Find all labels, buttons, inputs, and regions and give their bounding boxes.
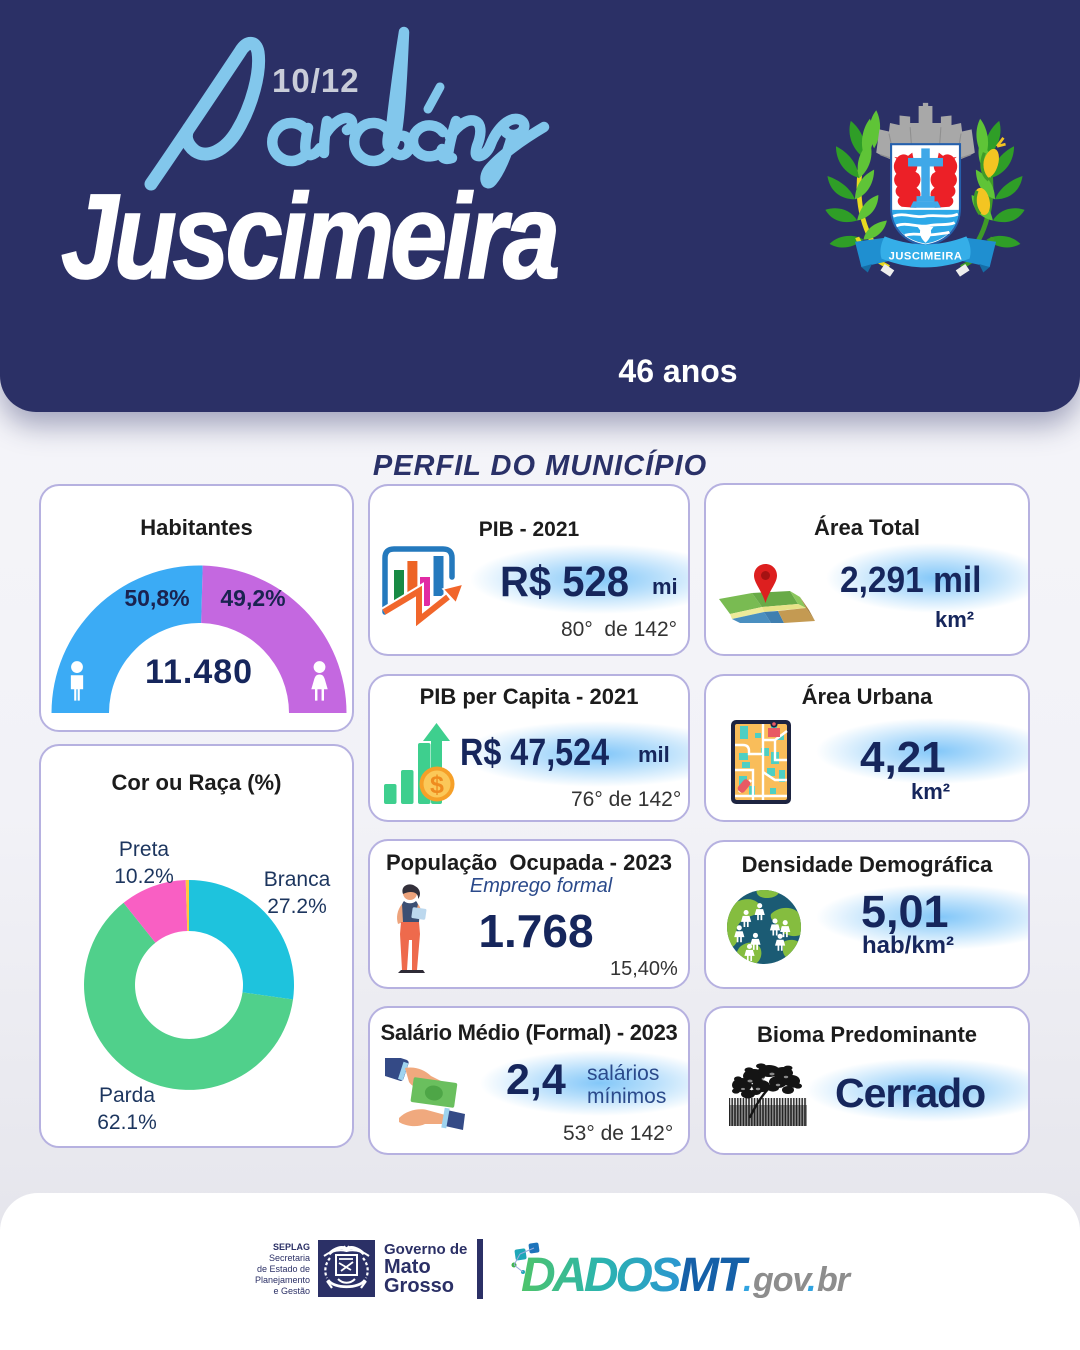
svg-text:10.2%: 10.2%: [114, 865, 174, 888]
svg-text:Parda: Parda: [99, 1084, 155, 1107]
svg-text:50,8%: 50,8%: [124, 585, 189, 611]
svg-text:MT: MT: [679, 1249, 750, 1302]
svg-text:.: .: [743, 1261, 752, 1299]
svg-text:27.2%: 27.2%: [267, 895, 327, 918]
svg-text:Branca: Branca: [264, 868, 331, 891]
svg-text:br: br: [817, 1261, 852, 1299]
svg-text:gov: gov: [752, 1261, 814, 1299]
svg-text:11.480: 11.480: [145, 653, 253, 691]
svg-text:.: .: [807, 1261, 816, 1299]
svg-text:DADOS: DADOS: [521, 1249, 682, 1302]
svg-text:49,2%: 49,2%: [220, 585, 285, 611]
svg-text:62.1%: 62.1%: [97, 1111, 157, 1134]
svg-text:JUSCIMEIRA: JUSCIMEIRA: [889, 251, 963, 263]
svg-text:$: $: [430, 771, 444, 799]
svg-text:Preta: Preta: [119, 838, 170, 861]
